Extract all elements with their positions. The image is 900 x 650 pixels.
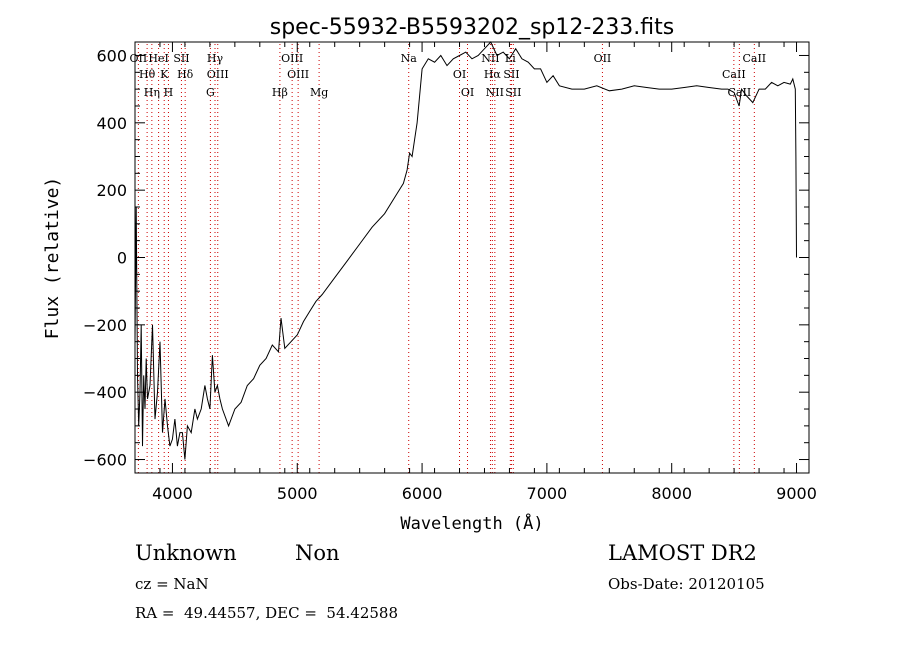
x-tick-label: 8000 xyxy=(651,484,692,503)
line-marker-label: NII xyxy=(481,52,499,65)
x-tick-label: 6000 xyxy=(402,484,443,503)
line-marker-label: SII xyxy=(505,86,521,99)
x-tick-label: 9000 xyxy=(776,484,817,503)
line-marker-label: Hγ xyxy=(207,52,224,65)
redshift-cz: cz = NaN xyxy=(135,575,209,593)
y-tick-label: 400 xyxy=(96,114,127,133)
line-marker-label: CaII xyxy=(722,68,746,81)
line-marker-label: OI xyxy=(453,68,466,81)
y-tick-label: 0 xyxy=(117,249,127,268)
y-tick-label: 600 xyxy=(96,46,127,65)
line-marker-label: OIII xyxy=(281,52,303,65)
line-marker-label: HeI xyxy=(148,52,168,65)
y-tick-label: −200 xyxy=(83,316,127,335)
line-marker-label: OIII xyxy=(207,68,229,81)
x-axis: 4000 5000 6000 7000 8000 9000 xyxy=(134,42,817,503)
line-marker-label: NII xyxy=(486,86,504,99)
y-tick-label: −600 xyxy=(83,451,127,470)
emission-line-labels: OIIHθHηHeIKHSIIHδGHγOIIIHβOIIIOIIIMgNaOI… xyxy=(130,52,767,99)
line-marker-label: OII xyxy=(594,52,612,65)
line-marker-label: Hη xyxy=(144,86,160,99)
spectrum-line xyxy=(134,41,797,460)
line-marker-label: OIII xyxy=(287,68,309,81)
y-tick-label: −400 xyxy=(83,383,127,402)
line-marker-label: Na xyxy=(401,52,418,65)
coordinates: RA = 49.44557, DEC = 54.42588 xyxy=(135,604,399,622)
line-marker-label: SII xyxy=(503,68,519,81)
y-axis: −600 −400 −200 0 200 400 600 xyxy=(83,46,809,470)
x-tick-label: 5000 xyxy=(277,484,318,503)
line-marker-label: Hδ xyxy=(177,68,194,81)
chart-title: spec-55932-B5593202_sp12-233.fits xyxy=(270,15,675,40)
line-marker-label: CaII xyxy=(742,52,766,65)
line-marker-label: SII xyxy=(173,52,189,65)
line-marker-label: Mg xyxy=(310,86,328,99)
line-marker-label: Hθ xyxy=(139,68,156,81)
line-marker-label: H xyxy=(164,86,174,99)
line-marker-label: Hβ xyxy=(272,86,288,99)
line-marker-label: Hα xyxy=(484,68,502,81)
emission-line-markers xyxy=(137,44,755,473)
line-marker-label: Li xyxy=(505,52,516,65)
line-marker-label: OII xyxy=(130,52,148,65)
y-axis-label: Flux (relative) xyxy=(42,177,63,340)
spectral-class: Unknown xyxy=(135,541,237,565)
x-tick-label: 7000 xyxy=(527,484,568,503)
line-marker-label: OI xyxy=(461,86,474,99)
observation-date: Obs-Date: 20120105 xyxy=(608,575,765,593)
x-tick-label: 4000 xyxy=(152,484,193,503)
y-tick-label: 200 xyxy=(96,181,127,200)
line-marker-label: G xyxy=(206,86,215,99)
spectral-subclass: Non xyxy=(295,541,340,565)
line-marker-label: CaII xyxy=(728,86,752,99)
survey-name: LAMOST DR2 xyxy=(608,541,757,565)
x-axis-label: Wavelength (Å) xyxy=(400,512,543,534)
line-marker-label: K xyxy=(160,68,169,81)
